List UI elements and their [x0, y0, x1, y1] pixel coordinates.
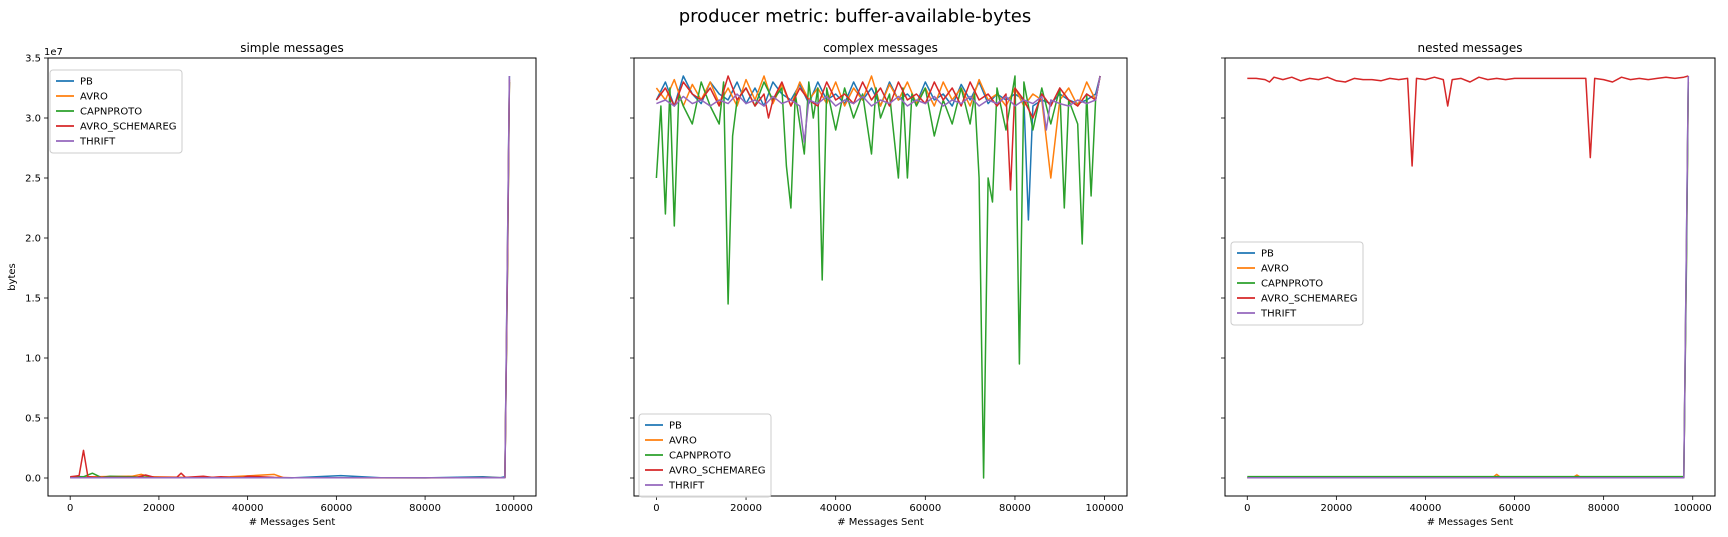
legend-entry: AVRO_SCHEMAREG: [1261, 294, 1358, 305]
y-tick-label: 0.5: [25, 414, 41, 425]
x-tick-label: 100000: [495, 503, 533, 514]
y-tick-label: 3.0: [25, 114, 41, 125]
y-offset-label: 1e7: [44, 47, 63, 58]
series-group: [70, 75, 511, 479]
y-tick-label: 1.0: [25, 354, 41, 365]
x-tick-label: 60000: [320, 503, 352, 514]
legend-entry: CAPNPROTO: [669, 451, 731, 462]
x-tick-label: 40000: [1410, 503, 1442, 514]
legend-entry: PB: [1261, 249, 1274, 260]
legend-entry: THRIFT: [668, 481, 705, 492]
y-tick-label: 0.0: [25, 474, 41, 485]
y-tick-label: 3.5: [25, 54, 41, 65]
legend-entry: THRIFT: [1260, 309, 1297, 320]
x-tick-label: 60000: [909, 503, 941, 514]
figure-title: producer metric: buffer-available-bytes: [679, 6, 1032, 27]
panel-1: simple messages 0 20000 40000 60000 80000 1000…: [7, 41, 537, 528]
y-tick-label: 1.5: [25, 294, 41, 305]
panel-2: complex messages 0 20000 40000 60000 80000 100…: [630, 41, 1128, 528]
x-tick-label: 100000: [1674, 503, 1712, 514]
panel-3: nested messages 0 20000 40000 60000 80000 1000…: [1221, 41, 1716, 528]
series-line-thrift: [1247, 75, 1690, 479]
series-line-avro-schemareg: [655, 75, 1101, 191]
panel-title: nested messages: [1418, 41, 1523, 55]
legend-box: [1230, 241, 1364, 326]
x-axis-label: # Messages Sent: [837, 517, 924, 528]
y-tick-label: 2.5: [25, 174, 41, 185]
legend-entry: AVRO_SCHEMAREG: [80, 122, 177, 133]
x-tick-label: 80000: [409, 503, 441, 514]
series-line-avro: [655, 75, 1101, 179]
legend: PB AVRO CAPNPROTO AVRO_SCHEMAREG THRIFT: [1230, 241, 1364, 326]
legend-entry: AVRO: [80, 92, 108, 103]
legend: PB AVRO CAPNPROTO AVRO_SCHEMAREG THRIFT: [49, 69, 183, 154]
legend-entry: AVRO_SCHEMAREG: [669, 466, 766, 477]
x-axis-label: # Messages Sent: [249, 517, 336, 528]
x-tick-label: 80000: [1588, 503, 1620, 514]
x-tick-label: 20000: [143, 503, 175, 514]
series-line-thrift: [656, 75, 1101, 143]
x-tick-label: 20000: [1320, 503, 1352, 514]
legend-box: [49, 69, 183, 154]
x-axis-label: # Messages Sent: [1427, 517, 1514, 528]
legend-entry: PB: [669, 421, 682, 432]
legend-entry: CAPNPROTO: [1261, 279, 1323, 290]
x-tick-label: 0: [653, 503, 659, 514]
x-tick-label: 40000: [232, 503, 264, 514]
x-tick-label: 40000: [820, 503, 852, 514]
series-line-avro-schemareg: [1247, 75, 1689, 167]
x-tick-label: 60000: [1499, 503, 1531, 514]
x-tick-label: 100000: [1085, 503, 1123, 514]
legend-entry: CAPNPROTO: [80, 107, 142, 118]
legend-entry: THRIFT: [79, 137, 116, 148]
legend-box: [638, 413, 772, 498]
x-tick-label: 0: [1244, 503, 1250, 514]
legend: PB AVRO CAPNPROTO AVRO_SCHEMAREG THRIFT: [638, 413, 772, 498]
x-tick-label: 0: [67, 503, 73, 514]
legend-entry: AVRO: [669, 436, 697, 447]
x-tick-label: 20000: [730, 503, 762, 514]
panel-title: simple messages: [240, 41, 344, 55]
panel-title: complex messages: [823, 41, 938, 55]
legend-entry: AVRO: [1261, 264, 1289, 275]
series-group: [1247, 75, 1690, 479]
x-tick-label: 80000: [999, 503, 1031, 514]
series-line-thrift: [70, 75, 511, 479]
series-line-capnproto: [655, 75, 1101, 479]
y-axis-label: bytes: [7, 263, 18, 291]
legend-entry: PB: [80, 77, 93, 88]
series-group: [655, 75, 1101, 479]
y-tick-label: 2.0: [25, 234, 41, 245]
